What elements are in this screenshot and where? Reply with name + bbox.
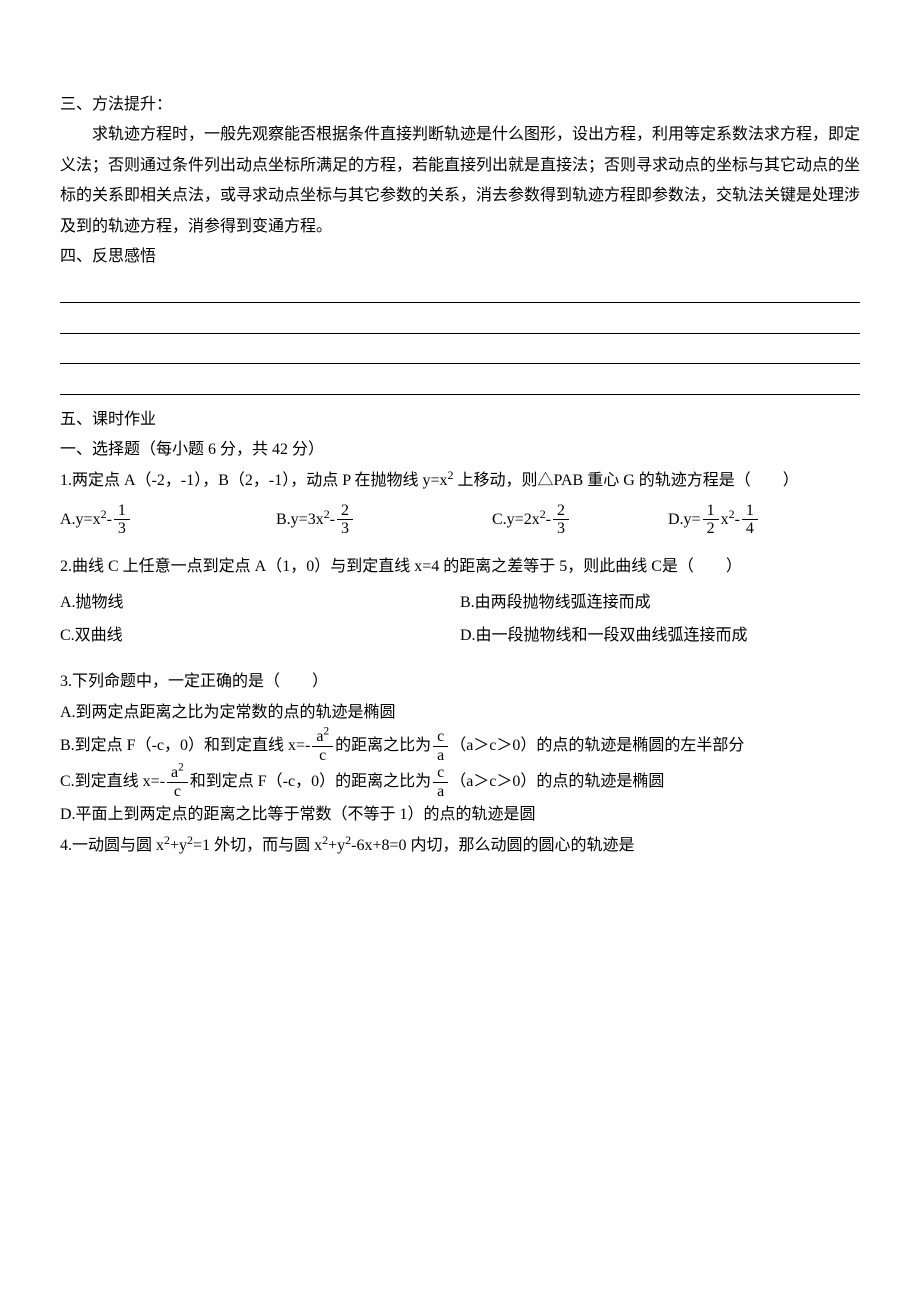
q1-option-d[interactable]: D.y=12x2-14 — [668, 502, 860, 538]
sup-2: 2 — [345, 833, 351, 847]
q4-d: +y — [328, 837, 345, 854]
q4-c: =1 外切，而与圆 x — [193, 837, 322, 854]
q1-a-sup: 2 — [101, 503, 107, 526]
q1-stem-b: 上移动，则△PAB 重心 G 的轨迹方程是（ ） — [454, 472, 799, 489]
q1-option-b[interactable]: B.y=3x2-23 — [276, 502, 492, 538]
numerator: 1 — [742, 502, 758, 521]
q1-c-post: - — [546, 505, 551, 535]
q1-a-pre: A.y=x — [60, 505, 101, 535]
denominator: 2 — [703, 520, 719, 538]
fraction: 23 — [553, 502, 569, 538]
fraction: 23 — [337, 502, 353, 538]
q4-stem: 4.一动圆与圆 x2+y2=1 外切，而与圆 x2+y2-6x+8=0 内切，那… — [60, 831, 860, 861]
q1-stem: 1.两定点 A（-2，-1），B（2，-1），动点 P 在抛物线 y=x2 上移… — [60, 466, 860, 496]
numerator: a2 — [167, 764, 188, 783]
q3-b-mid: 的距离之比为 — [335, 737, 431, 754]
fraction: 13 — [114, 502, 130, 538]
numerator: 2 — [337, 502, 353, 521]
q2-stem: 2.曲线 C 上任意一点到定点 A（1，0）与到定直线 x=4 的距离之差等于 … — [60, 552, 860, 582]
section-5-heading: 五、课时作业 — [60, 405, 860, 435]
fraction: a2c — [312, 728, 333, 764]
q3-option-a[interactable]: A.到两定点距离之比为定常数的点的轨迹是椭圆 — [60, 698, 860, 728]
blank-line[interactable] — [60, 307, 860, 334]
numerator: c — [433, 764, 448, 783]
q1-d-pre: D.y= — [668, 505, 701, 535]
q2-option-d[interactable]: D.由一段抛物线和一段双曲线弧连接而成 — [460, 621, 860, 651]
sup-2: 2 — [322, 833, 328, 847]
q3-c-pre: C.到定直线 x=- — [60, 773, 165, 790]
num-sup: 2 — [323, 726, 329, 738]
fraction: ca — [433, 764, 448, 800]
q1-options: A.y=x2-13 B.y=3x2-23 C.y=2x2-23 D.y=12x2… — [60, 502, 860, 538]
denominator: 4 — [742, 520, 758, 538]
blank-line[interactable] — [60, 368, 860, 395]
denominator: a — [433, 783, 448, 801]
q1-d-mid: x — [721, 505, 729, 535]
sup-2: 2 — [164, 833, 170, 847]
q4-b: +y — [170, 837, 187, 854]
q1-b-post: - — [330, 505, 335, 535]
q1-b-sup: 2 — [324, 503, 330, 526]
blank-line[interactable] — [60, 276, 860, 303]
q2-options: A.抛物线 B.由两段抛物线弧连接而成 C.双曲线 D.由一段抛物线和一段双曲线… — [60, 588, 860, 653]
numerator: 1 — [703, 502, 719, 521]
denominator: c — [312, 747, 333, 765]
blank-line[interactable] — [60, 338, 860, 365]
q3-option-d[interactable]: D.平面上到两定点的距离之比等于常数（不等于 1）的点的轨迹是圆 — [60, 800, 860, 830]
q1-option-c[interactable]: C.y=2x2-23 — [492, 502, 668, 538]
num-sup: 2 — [178, 762, 184, 774]
q4-a: 4.一动圆与圆 x — [60, 837, 164, 854]
q3-stem: 3.下列命题中，一定正确的是（ ） — [60, 667, 860, 697]
q1-option-a[interactable]: A.y=x2-13 — [60, 502, 276, 538]
q1-stem-a: 1.两定点 A（-2，-1），B（2，-1），动点 P 在抛物线 y=x — [60, 472, 448, 489]
numerator: 1 — [114, 502, 130, 521]
fraction: 12 — [703, 502, 719, 538]
numerator: c — [433, 728, 448, 747]
q2-option-b[interactable]: B.由两段抛物线弧连接而成 — [460, 588, 860, 618]
section-5-sub: 一、选择题（每小题 6 分，共 42 分） — [60, 435, 860, 465]
q1-c-sup: 2 — [540, 503, 546, 526]
denominator: 3 — [553, 520, 569, 538]
reflection-blank-lines — [60, 276, 860, 394]
q3-option-c[interactable]: C.到定直线 x=-a2c和到定点 F（-c，0）的距离之比为ca（a＞c＞0）… — [60, 764, 860, 800]
q1-b-pre: B.y=3x — [276, 505, 324, 535]
denominator: 3 — [114, 520, 130, 538]
numerator: a2 — [312, 728, 333, 747]
sup-2: 2 — [187, 833, 193, 847]
q1-stem-sup: 2 — [448, 468, 454, 482]
q3-b-post: （a＞c＞0）的点的轨迹是椭圆的左半部分 — [450, 737, 744, 754]
q3-c-post: （a＞c＞0）的点的轨迹是椭圆 — [450, 773, 664, 790]
q3-c-mid: 和到定点 F（-c，0）的距离之比为 — [190, 773, 431, 790]
numerator: 2 — [553, 502, 569, 521]
section-3-body: 求轨迹方程时，一般先观察能否根据条件直接判断轨迹是什么图形，设出方程，利用等定系… — [60, 120, 860, 242]
fraction: 14 — [742, 502, 758, 538]
q1-a-post: - — [107, 505, 112, 535]
q4-e: -6x+8=0 内切，那么动圆的圆心的轨迹是 — [351, 837, 634, 854]
fraction: a2c — [167, 764, 188, 800]
denominator: c — [167, 783, 188, 801]
q2-option-a[interactable]: A.抛物线 — [60, 588, 460, 618]
fraction: ca — [433, 728, 448, 764]
q1-c-pre: C.y=2x — [492, 505, 540, 535]
q1-d-post: - — [735, 505, 740, 535]
q3-b-pre: B.到定点 F（-c，0）和到定直线 x=- — [60, 737, 310, 754]
denominator: 3 — [337, 520, 353, 538]
q1-d-sup: 2 — [729, 503, 735, 526]
q2-option-c[interactable]: C.双曲线 — [60, 621, 460, 651]
denominator: a — [433, 747, 448, 765]
section-4-heading: 四、反思感悟 — [60, 242, 860, 272]
section-3-heading: 三、方法提升： — [60, 90, 860, 120]
q3-option-b[interactable]: B.到定点 F（-c，0）和到定直线 x=-a2c的距离之比为ca（a＞c＞0）… — [60, 728, 860, 764]
